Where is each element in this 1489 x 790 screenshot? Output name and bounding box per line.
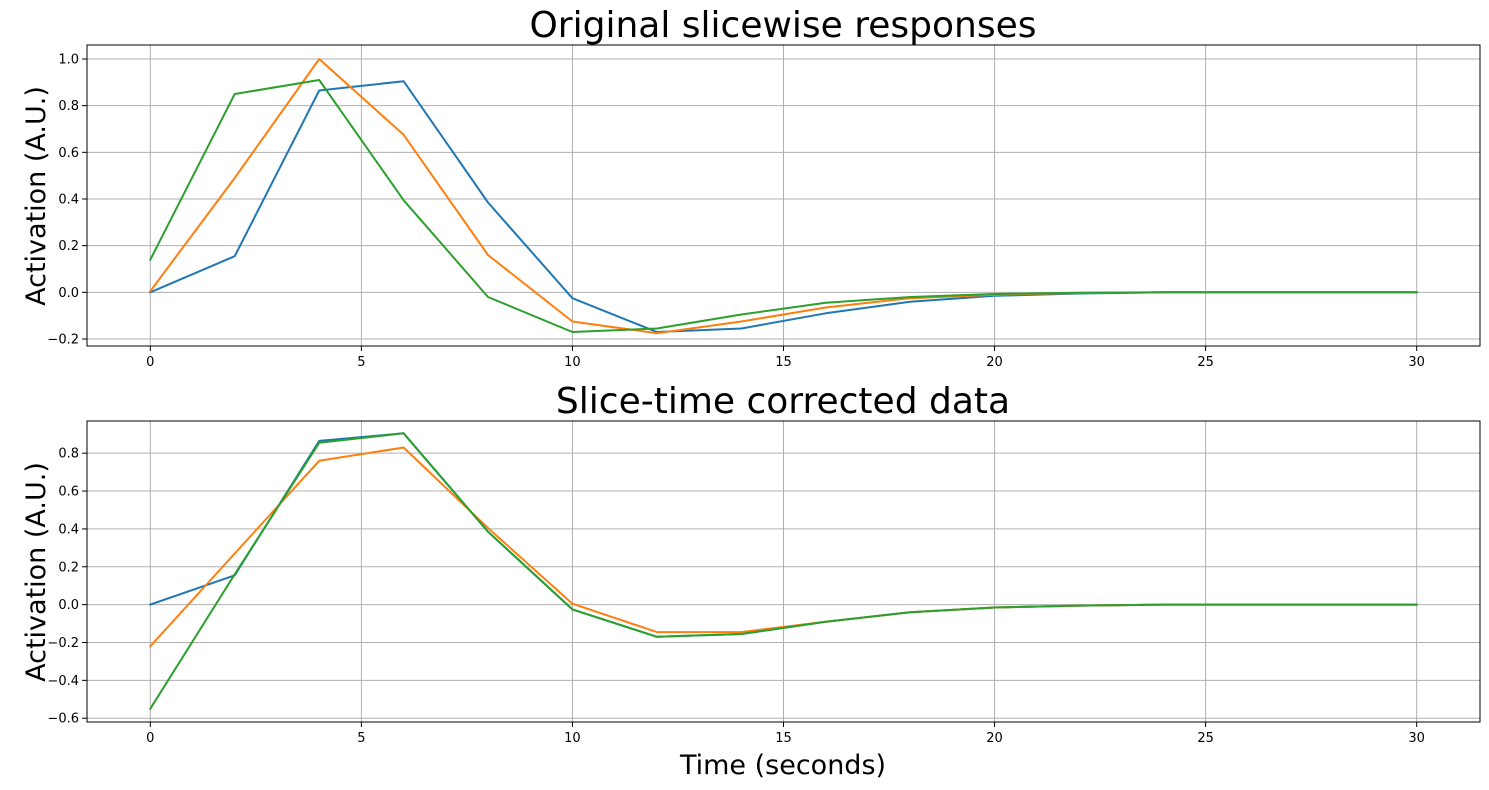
chart-panel-corrected: Slice-time corrected data Activation (A.…	[21, 381, 1481, 781]
x-tick-label: 30	[1408, 355, 1425, 370]
y-tick-label: 0.2	[58, 239, 79, 254]
y-tick-label: 0.8	[58, 447, 79, 462]
y-tick-label: 1.0	[58, 53, 79, 68]
x-tick-label: 25	[1197, 731, 1214, 746]
y-tick-label: 0.8	[58, 99, 79, 114]
series-line-3	[148, 432, 1418, 711]
x-tick-label: 15	[775, 355, 792, 370]
x-tick-label: 30	[1408, 731, 1425, 746]
grid	[87, 421, 1480, 722]
y-tick-label: −0.2	[47, 333, 79, 348]
y-tick-label: 0.0	[58, 598, 79, 613]
chart-title: Original slicewise responses	[529, 5, 1036, 46]
chart-title: Slice-time corrected data	[556, 381, 1010, 422]
y-tick-label: 0.4	[58, 193, 79, 208]
x-tick-label: 0	[146, 355, 154, 370]
x-tick-label: 25	[1197, 355, 1214, 370]
chart-panel-original: Original slicewise responses Activation …	[21, 5, 1481, 371]
x-tick-label: 15	[775, 731, 792, 746]
x-tick-label: 20	[986, 731, 1003, 746]
series-group	[148, 58, 1418, 335]
x-tick-label: 5	[357, 355, 365, 370]
series-group	[148, 432, 1418, 711]
y-tick-label: −0.4	[47, 674, 79, 689]
x-tick-label: 20	[986, 355, 1003, 370]
x-tick-label: 10	[564, 355, 581, 370]
ticks: 0 5 10 15 20 25 30 −0.6 −0.4 −0.2 0.0 0.2 0.4 0.6 0.8	[47, 447, 1425, 746]
x-tick-label: 10	[564, 731, 581, 746]
y-axis-label: Activation (A.U.)	[21, 86, 52, 306]
y-tick-label: 0.6	[58, 146, 79, 161]
y-tick-label: 0.0	[58, 286, 79, 301]
y-axis-label: Activation (A.U.)	[21, 462, 52, 682]
y-tick-label: 0.6	[58, 485, 79, 500]
y-tick-label: 0.4	[58, 522, 79, 537]
series-line-3	[148, 79, 1418, 333]
x-tick-label: 0	[146, 731, 154, 746]
y-tick-label: −0.6	[47, 712, 79, 727]
x-axis-label: Time (seconds)	[679, 750, 886, 781]
y-tick-label: 0.2	[58, 560, 79, 575]
x-tick-label: 5	[357, 731, 365, 746]
ticks: 0 5 10 15 20 25 30 −0.2 0.0 0.2 0.4 0.6 0.8 1.0	[47, 53, 1425, 371]
y-tick-label: −0.2	[47, 636, 79, 651]
